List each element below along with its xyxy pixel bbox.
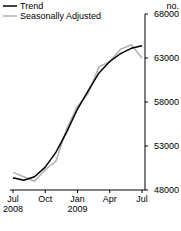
x-tick (13, 190, 14, 193)
x-tick-label-part: Jul (136, 194, 148, 204)
x-tick-label: Jul (136, 194, 148, 204)
legend-label: Seasonally Adjusted (20, 11, 101, 21)
x-tick-label: Jul2008 (3, 194, 23, 214)
y-tick-label: 63000 (154, 53, 179, 63)
y-tick (145, 14, 148, 15)
x-tick-label-part: 2008 (3, 204, 23, 214)
x-tick-label-part: Oct (38, 194, 53, 204)
chart: 4800053000580006300068000no.Jul2008OctJa… (0, 0, 181, 231)
x-tick-label-part: 2009 (67, 204, 87, 214)
y-tick-label: 53000 (154, 141, 179, 151)
x-tick-label-part: Apr (103, 194, 117, 204)
legend-label: Trend (20, 1, 43, 11)
y-tick (145, 58, 148, 59)
y-tick-label: 48000 (154, 185, 179, 195)
x-tick (77, 190, 78, 193)
x-tick (142, 190, 143, 193)
x-tick-label: Apr (103, 194, 117, 204)
x-tick-label: Jan2009 (67, 194, 87, 214)
x-tick (45, 190, 46, 193)
y-axis-label: no. (166, 1, 179, 11)
x-tick-label: Oct (38, 194, 53, 204)
x-tick-label-part: Jul (7, 194, 19, 204)
legend-swatch (3, 15, 17, 17)
y-tick (145, 102, 148, 103)
legend-swatch (3, 5, 17, 7)
x-tick-label-part: Jan (70, 194, 85, 204)
plot-lines (13, 45, 142, 181)
y-tick (145, 146, 148, 147)
x-tick (109, 190, 110, 193)
y-tick (145, 190, 148, 191)
series-line (13, 46, 142, 181)
y-tick-label: 58000 (154, 97, 179, 107)
series-line (13, 45, 142, 181)
